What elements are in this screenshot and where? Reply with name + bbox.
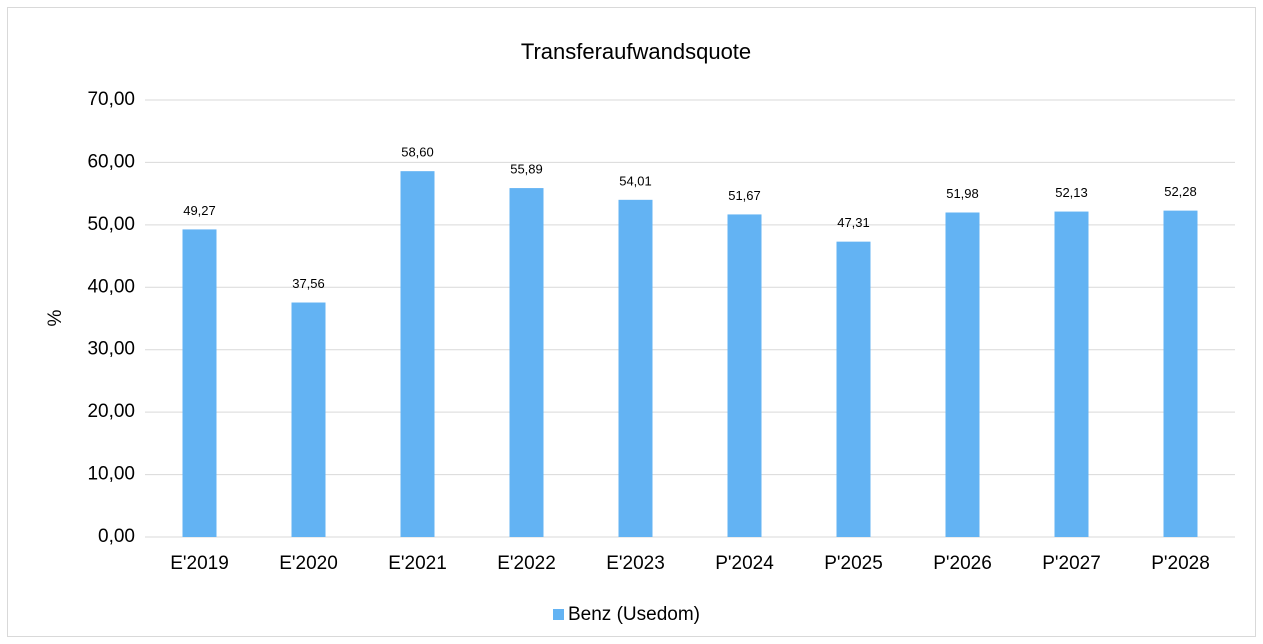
data-label: 49,27 — [183, 203, 216, 218]
y-tick-label: 20,00 — [87, 401, 135, 422]
bar — [291, 302, 326, 537]
data-label: 37,56 — [292, 276, 325, 291]
data-label: 47,31 — [837, 215, 870, 230]
legend-swatch — [553, 609, 564, 620]
x-tick-label: E'2022 — [497, 553, 556, 574]
chart-title: Transferaufwandsquote — [521, 39, 751, 64]
y-tick-label: 0,00 — [98, 526, 135, 547]
data-label: 58,60 — [401, 145, 434, 160]
bar — [509, 188, 544, 537]
legend-label: Benz (Usedom) — [568, 604, 700, 625]
x-tick-label: P'2026 — [933, 553, 992, 574]
x-tick-label: P'2025 — [824, 553, 883, 574]
bar — [836, 241, 871, 537]
data-label: 55,89 — [510, 162, 543, 177]
data-label: 51,67 — [728, 188, 761, 203]
bar — [1054, 211, 1089, 537]
bar — [945, 212, 980, 538]
bar — [727, 214, 762, 537]
bar — [182, 229, 217, 537]
y-tick-label: 50,00 — [87, 214, 135, 235]
data-label: 52,28 — [1164, 184, 1197, 199]
y-axis-label: % — [45, 309, 66, 326]
bar — [618, 199, 653, 537]
y-tick-label: 70,00 — [87, 89, 135, 110]
bar — [400, 171, 435, 537]
y-tick-label: 10,00 — [87, 464, 135, 485]
x-tick-label: P'2027 — [1042, 553, 1101, 574]
x-tick-label: E'2021 — [388, 553, 447, 574]
data-label: 54,01 — [619, 173, 652, 188]
x-tick-label: P'2024 — [715, 553, 774, 574]
y-tick-label: 30,00 — [87, 339, 135, 360]
x-tick-label: E'2019 — [170, 553, 229, 574]
x-tick-label: P'2028 — [1151, 553, 1210, 574]
y-tick-label: 60,00 — [87, 151, 135, 172]
y-tick-label: 40,00 — [87, 276, 135, 297]
x-tick-label: E'2020 — [279, 553, 338, 574]
data-label: 51,98 — [946, 186, 979, 201]
x-tick-label: E'2023 — [606, 553, 665, 574]
bar — [1163, 210, 1198, 538]
data-label: 52,13 — [1055, 185, 1088, 200]
